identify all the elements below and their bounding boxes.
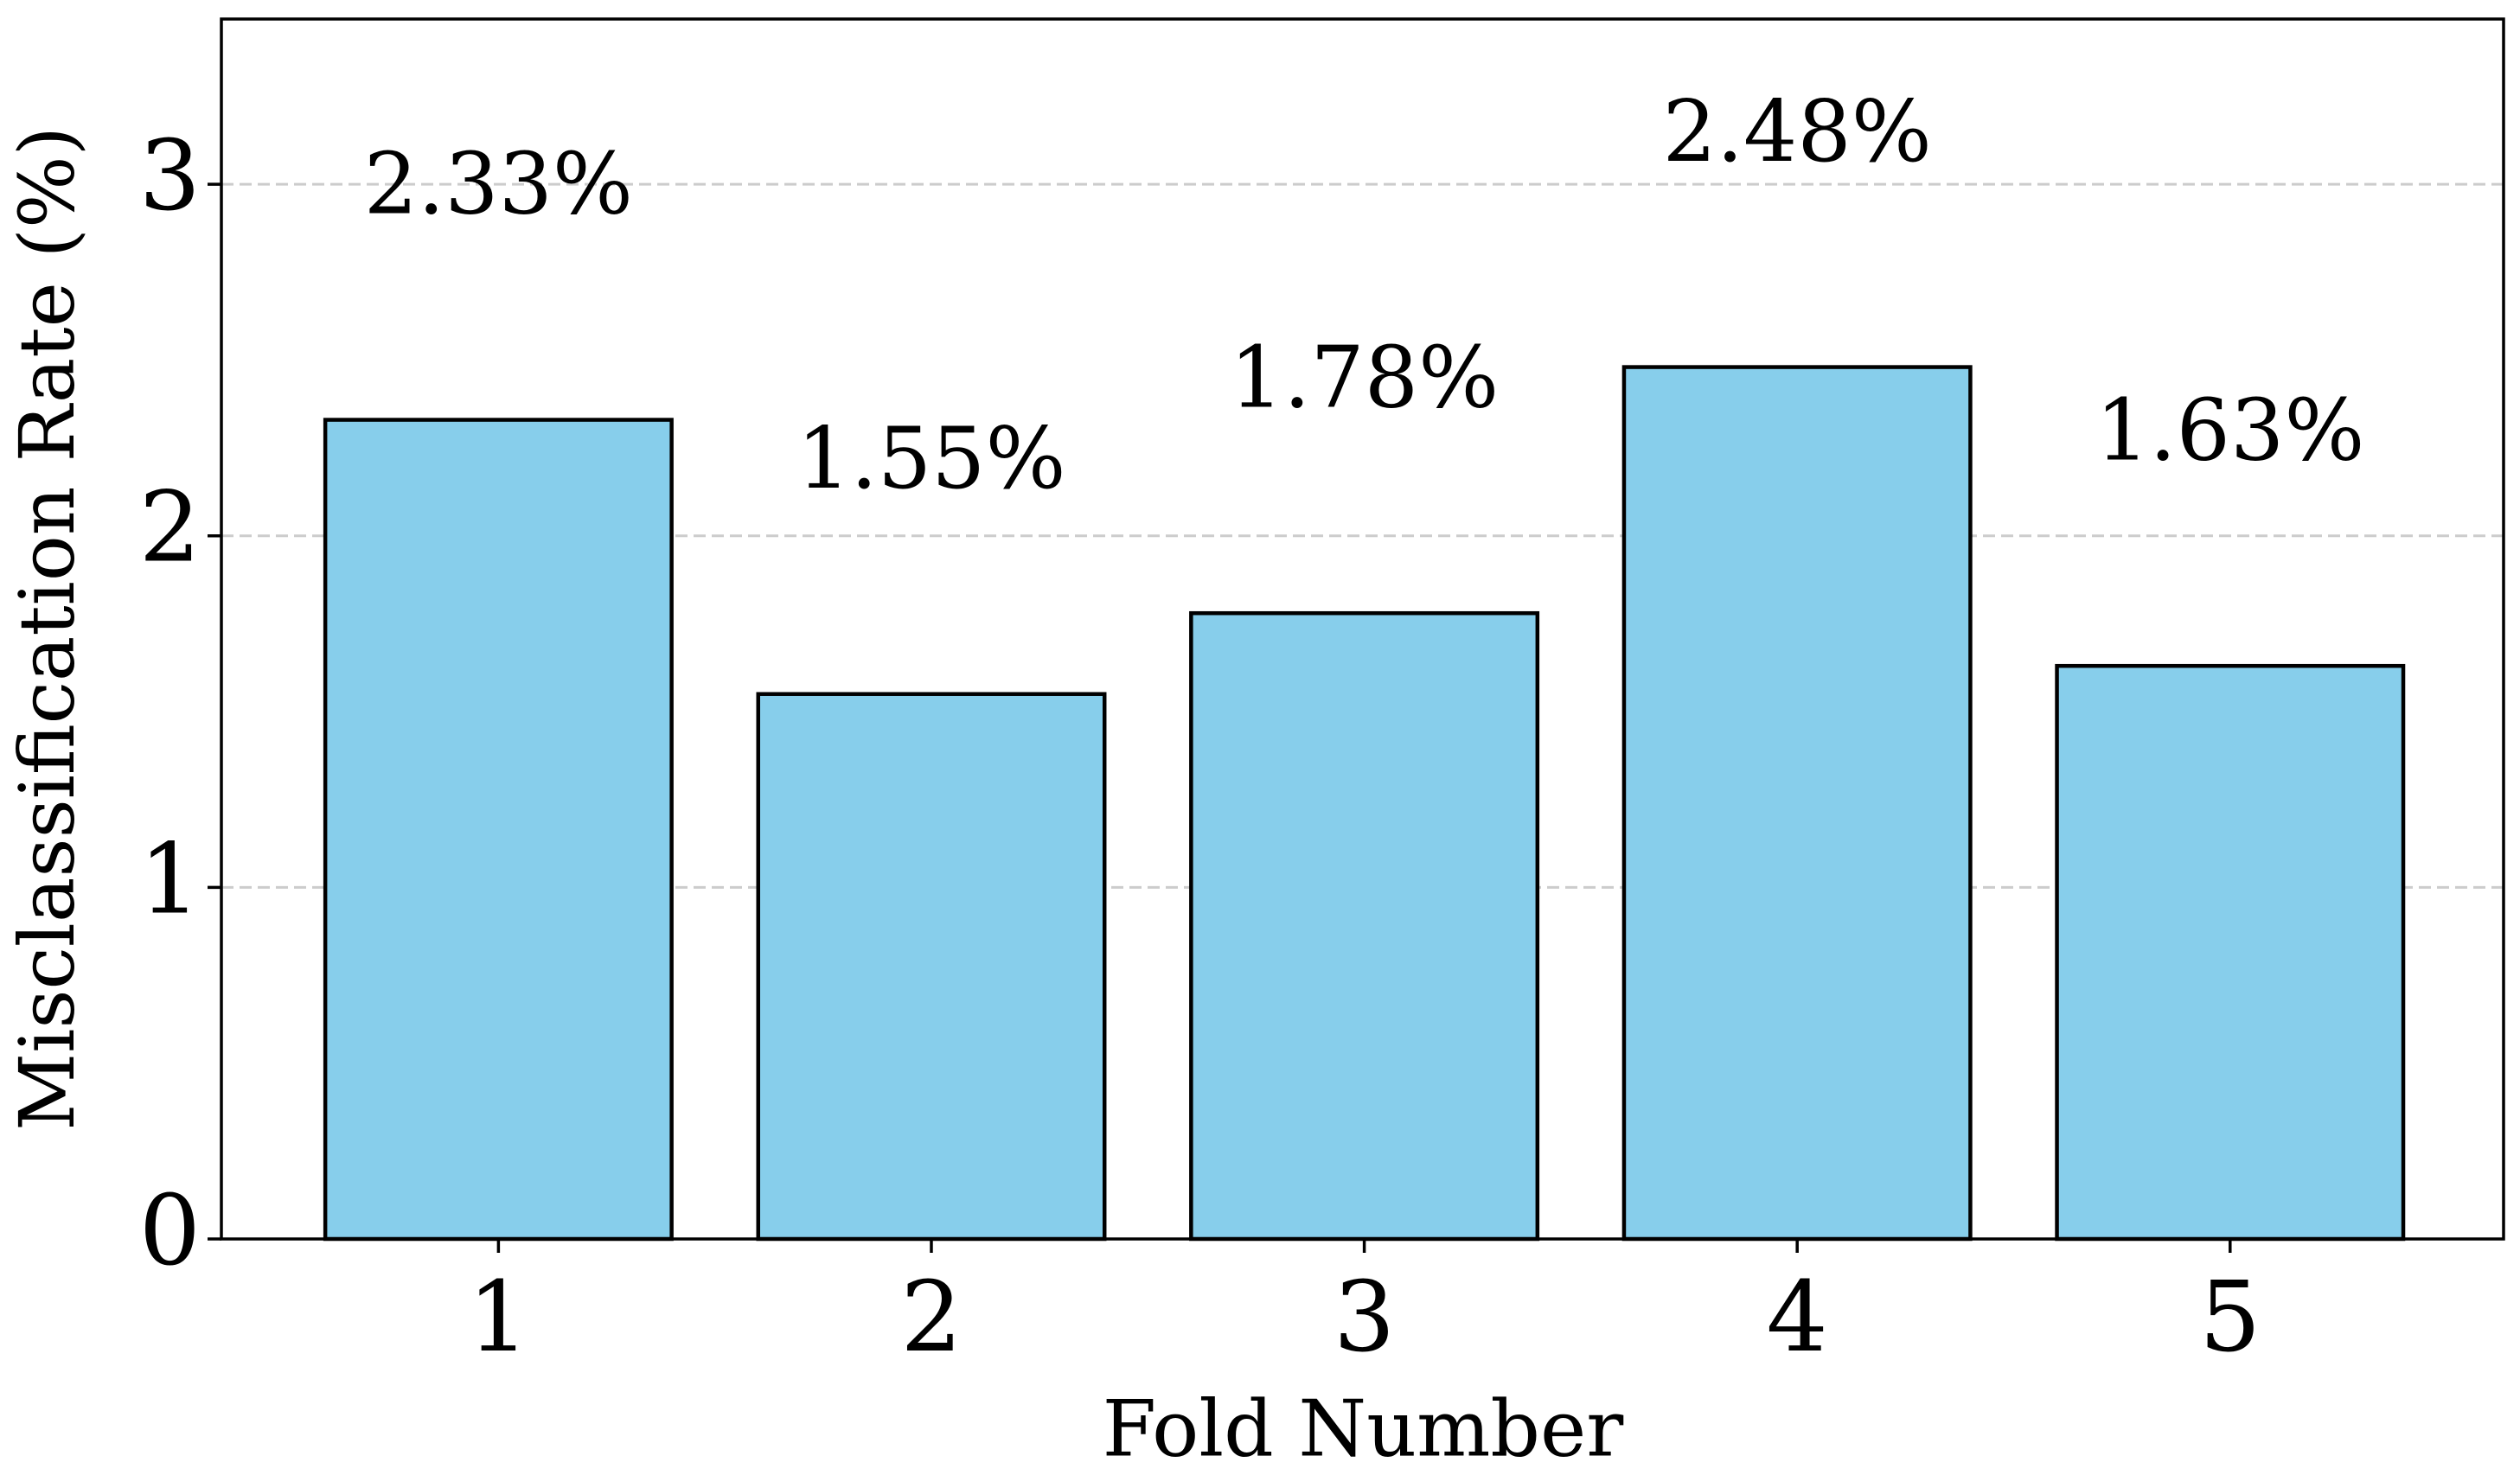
- x-axis-label: Fold Number: [1103, 1383, 1625, 1474]
- bar: [2055, 663, 2406, 1242]
- x-tick-label: 4: [1767, 1261, 1828, 1374]
- bar: [1189, 610, 1540, 1242]
- plot-frame: [220, 17, 2505, 1241]
- bar: [756, 692, 1107, 1242]
- x-tick-label: 3: [1334, 1261, 1395, 1374]
- y-tick-label: 1: [139, 823, 201, 935]
- y-tick-label: 2: [139, 472, 201, 584]
- x-tick-label: 5: [2199, 1261, 2261, 1374]
- value-label: 2.33%: [364, 136, 633, 234]
- value-label: 2.48%: [1663, 83, 1932, 182]
- value-label: 1.55%: [796, 410, 1065, 508]
- x-tick-label: 1: [468, 1261, 529, 1374]
- value-label: 1.63%: [2095, 381, 2364, 480]
- y-axis-label: Misclassification Rate (%): [3, 126, 92, 1131]
- bar: [1621, 365, 1973, 1242]
- y-tick-label: 0: [139, 1175, 201, 1287]
- bar: [323, 418, 674, 1242]
- x-tick-label: 2: [900, 1261, 962, 1374]
- value-label: 1.78%: [1230, 329, 1499, 427]
- y-tick-label: 3: [139, 120, 201, 233]
